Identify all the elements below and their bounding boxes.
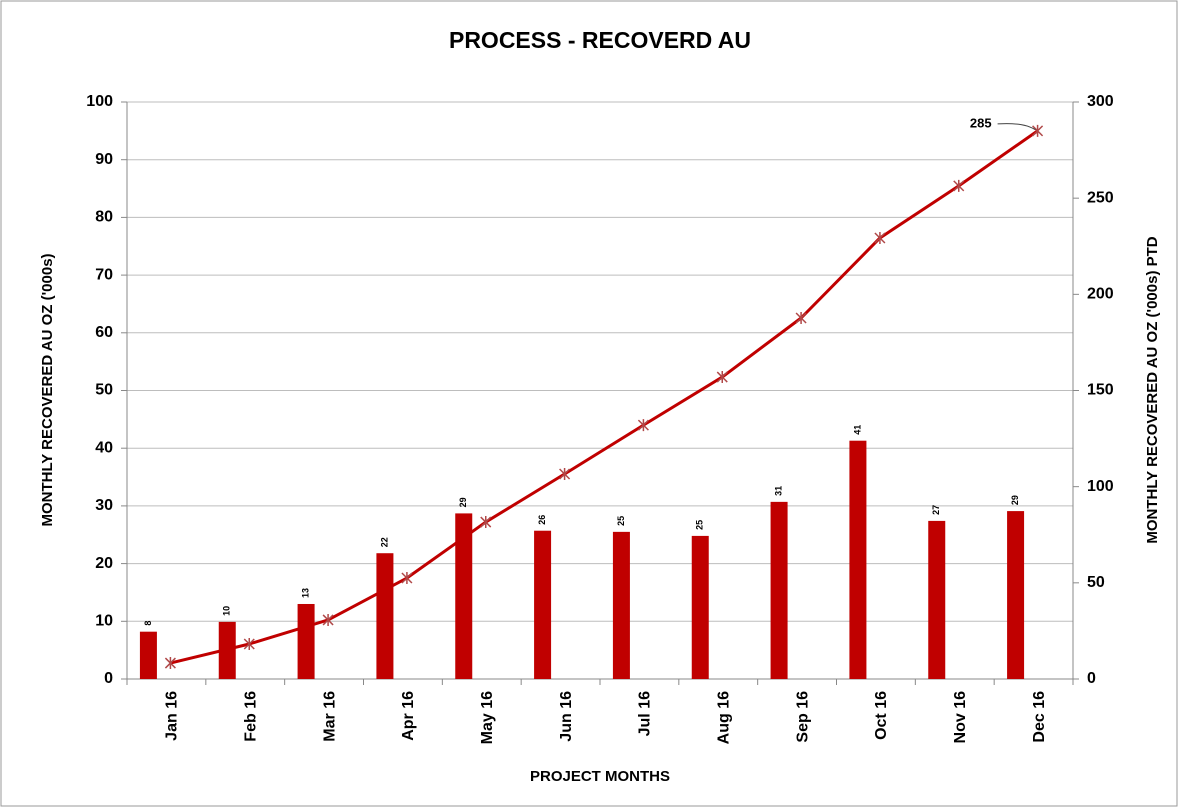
line-marker [953, 179, 965, 192]
x-tick-label: Apr 16 [400, 691, 417, 741]
label-leader [997, 123, 1036, 131]
line-marker [637, 419, 649, 432]
line-marker [164, 657, 176, 670]
y-tick-label: 0 [104, 670, 113, 687]
bar [1007, 511, 1025, 679]
line [170, 129, 1039, 665]
y-tick-label: 90 [95, 151, 113, 168]
bar [534, 530, 552, 679]
y-tick-label: 50 [95, 382, 113, 399]
bar-value-label: 25 [616, 516, 626, 526]
bar [849, 440, 867, 679]
bar [612, 531, 630, 679]
y-tick-label: 80 [95, 209, 113, 226]
y-axis-title: MONTHLY RECOVERED AU OZ ('000s) [39, 253, 56, 526]
x-axis-title: PROJECT MONTHS [530, 768, 670, 785]
bar-value-label: 29 [458, 497, 468, 507]
x-tick-label: Sep 16 [794, 691, 811, 743]
y2-tick-label: 0 [1087, 670, 1096, 687]
bar [770, 501, 788, 679]
y2-tick-label: 50 [1087, 574, 1105, 591]
bar [376, 553, 394, 679]
bar [139, 631, 157, 679]
bar-value-label: 10 [222, 606, 232, 616]
x-tick-label: Jun 16 [558, 691, 575, 742]
line-marker [243, 637, 255, 650]
line-marker [559, 467, 571, 480]
line-marker [716, 371, 728, 384]
bar-value-label: 31 [773, 486, 783, 496]
line-marker [480, 516, 492, 529]
bar-value-label: 29 [1010, 495, 1020, 505]
y-tick-label: 30 [95, 497, 113, 514]
y2-tick-label: 250 [1087, 189, 1114, 206]
x-tick-label: Mar 16 [321, 691, 338, 742]
y-tick-label: 20 [95, 555, 113, 572]
bar [455, 513, 473, 679]
bar [691, 535, 709, 679]
bar-value-label: 41 [852, 425, 862, 435]
y2-tick-label: 300 [1087, 93, 1114, 110]
x-tick-label: Jan 16 [164, 691, 181, 741]
line-marker [874, 231, 886, 244]
x-tick-label: Jul 16 [637, 691, 654, 736]
bar-value-label: 8 [143, 621, 153, 626]
y2-tick-label: 200 [1087, 286, 1114, 303]
line-marker [322, 613, 334, 626]
y2-tick-label: 150 [1087, 382, 1114, 399]
y2-tick-label: 100 [1087, 478, 1114, 495]
chart-title: PROCESS - RECOVERD AU [449, 27, 751, 53]
bar-value-label: 26 [537, 515, 547, 525]
y-tick-label: 40 [95, 439, 113, 456]
bar-value-label: 22 [379, 537, 389, 547]
bar [297, 603, 315, 679]
x-tick-label: May 16 [479, 691, 496, 744]
bar-value-label: 13 [300, 588, 310, 598]
y-tick-label: 60 [95, 324, 113, 341]
y-tick-label: 100 [86, 93, 113, 110]
x-tick-label: Oct 16 [873, 691, 890, 740]
line-value-label: 285 [970, 115, 992, 130]
bar-value-label: 27 [931, 505, 941, 515]
line-marker [795, 311, 807, 324]
y2-axis-title: MONTHLY RECOVERED AU OZ ('000s) PTD [1144, 236, 1161, 543]
line-marker [1032, 124, 1044, 137]
bar-value-label: 25 [695, 520, 705, 530]
y-tick-label: 70 [95, 266, 113, 283]
bar [928, 520, 946, 679]
x-tick-label: Aug 16 [715, 691, 732, 744]
x-tick-label: Feb 16 [242, 691, 259, 742]
y-tick-label: 10 [95, 613, 113, 630]
x-tick-label: Nov 16 [952, 691, 969, 744]
x-tick-label: Dec 16 [1031, 691, 1048, 743]
line-marker [401, 572, 413, 585]
